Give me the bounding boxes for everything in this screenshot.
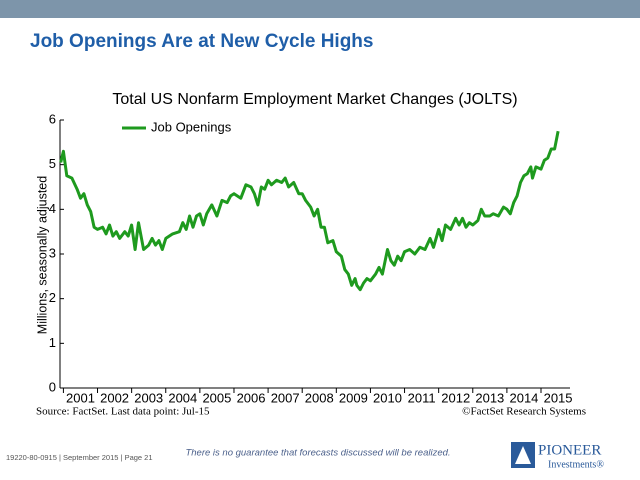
legend-label: Job Openings: [151, 119, 232, 134]
x-tick-label: 2009: [339, 390, 368, 405]
slide-title: Job Openings Are at New Cycle Highs: [30, 31, 373, 52]
footer-code: 19220-80-0915 | September 2015 | Page 21: [6, 453, 153, 462]
x-tick-label: 2006: [237, 390, 266, 405]
x-tick-label: 2014: [509, 390, 538, 405]
y-tick-label: 3: [49, 245, 56, 260]
x-tick-label: 2010: [373, 390, 402, 405]
logo-name: PIONEER: [538, 442, 601, 458]
y-tick-label: 4: [49, 201, 56, 216]
x-tick-label: 2001: [66, 390, 95, 405]
x-tick-label: 2004: [168, 390, 197, 405]
source: Source: FactSet. Last data point: Jul-15: [36, 406, 210, 418]
x-tick-label: 2013: [475, 390, 504, 405]
y-axis-label: Millions, seasonally adjusted: [35, 176, 49, 334]
x-tick-label: 2005: [202, 390, 231, 405]
x-tick-label: 2012: [441, 390, 470, 405]
chart-title: Total US Nonfarm Employment Market Chang…: [112, 91, 517, 108]
y-tick-label: 6: [49, 111, 56, 126]
copyright: ©FactSet Research Systems: [462, 406, 586, 418]
x-tick-label: 2011: [408, 390, 436, 405]
x-tick-label: 2015: [544, 390, 573, 405]
logo: PIONEER Investments®: [511, 442, 604, 470]
data-line: [59, 130, 560, 292]
x-tick-label: 2003: [134, 390, 163, 405]
y-tick-label: 2: [49, 290, 56, 305]
x-tick-label: 2008: [305, 390, 334, 405]
top-bar: [0, 0, 640, 18]
x-tick-label: 2007: [271, 390, 300, 405]
disclaimer: There is no guarantee that forecasts dis…: [185, 448, 450, 459]
logo-sub: Investments®: [548, 459, 604, 470]
x-tick-label: 2002: [100, 390, 129, 405]
y-tick-label: 0: [49, 379, 56, 394]
logo-shape: [515, 446, 531, 464]
y-tick-label: 1: [49, 335, 56, 350]
y-tick-label: 5: [49, 156, 56, 171]
